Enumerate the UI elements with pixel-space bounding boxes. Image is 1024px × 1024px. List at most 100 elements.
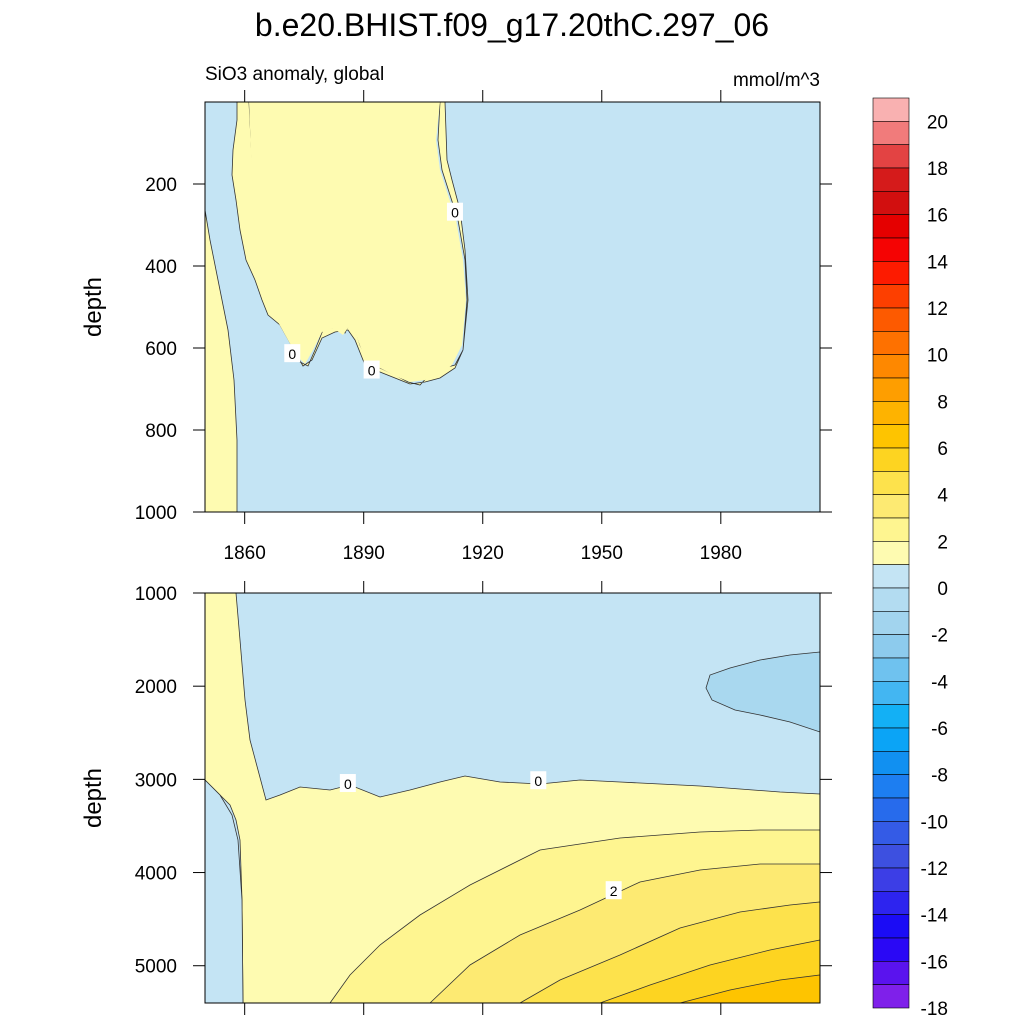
lower-contour-label: 0 bbox=[344, 776, 352, 792]
upper-left-strip bbox=[205, 102, 237, 512]
lower-y-tick-label: 2000 bbox=[135, 677, 177, 698]
colorbar-label: -12 bbox=[921, 859, 948, 880]
colorbar-swatch bbox=[872, 237, 910, 262]
lower-contour-label: 0 bbox=[534, 773, 542, 789]
colorbar-swatch bbox=[872, 517, 910, 542]
lower-y-tick-label: 4000 bbox=[135, 864, 177, 885]
colorbar-swatch bbox=[872, 494, 910, 519]
upper-y-tick-label: 200 bbox=[145, 175, 177, 196]
lower-contour-label: 2 bbox=[610, 883, 618, 899]
colorbar-swatch bbox=[872, 681, 910, 705]
colorbar-swatch bbox=[872, 587, 910, 612]
colorbar-swatch bbox=[872, 937, 910, 962]
upper-contour-label: 0 bbox=[288, 346, 296, 362]
upper-x-tick-label: 1890 bbox=[343, 543, 385, 564]
colorbar-label: 14 bbox=[927, 252, 949, 273]
colorbar-swatch bbox=[872, 611, 910, 635]
colorbar-swatch bbox=[872, 541, 910, 565]
colorbar-label: 10 bbox=[927, 346, 948, 367]
colorbar-swatch bbox=[872, 751, 910, 775]
lower-y-tick-label: 1000 bbox=[135, 584, 177, 605]
lower-y-tick-labels: 1000 2000 3000 4000 5000 bbox=[135, 584, 177, 978]
colorbar bbox=[872, 97, 910, 1009]
colorbar-label: -2 bbox=[931, 626, 948, 647]
colorbar-swatch bbox=[872, 354, 910, 379]
colorbar-swatch bbox=[872, 447, 910, 472]
colorbar-swatch bbox=[872, 214, 910, 239]
colorbar-swatch bbox=[872, 261, 910, 285]
lower-contour-labels: 0 0 2 bbox=[339, 771, 622, 900]
upper-panel: 0 0 0 200 400 600 800 1000 1860 1890 1920 1950 198… bbox=[80, 90, 832, 564]
upper-positive-core bbox=[249, 102, 466, 382]
colorbar-swatch bbox=[872, 984, 910, 1009]
colorbar-labels: 20181614121086420-2-4-6-8-10-12-14-16-18… bbox=[921, 112, 949, 1020]
figure-title: b.e20.BHIST.f09_g17.20thC.297_06 bbox=[255, 7, 769, 43]
colorbar-label: 16 bbox=[927, 206, 948, 227]
colorbar-label: -4 bbox=[931, 672, 948, 693]
lower-negative-patch bbox=[705, 651, 821, 733]
colorbar-label: -10 bbox=[921, 812, 948, 833]
colorbar-swatch bbox=[872, 97, 910, 122]
upper-x-tick-labels: 1860 1890 1920 1950 1980 bbox=[224, 543, 742, 564]
colorbar-swatch bbox=[872, 331, 910, 355]
upper-contour-labels: 0 0 0 bbox=[284, 202, 463, 379]
upper-y-tick-labels: 200 400 600 800 1000 bbox=[135, 175, 177, 524]
units-label: mmol/m^3 bbox=[733, 70, 820, 91]
upper-axis-ticks bbox=[193, 90, 832, 524]
upper-contour-label: 0 bbox=[368, 363, 376, 379]
upper-y-tick-label: 1000 bbox=[135, 503, 177, 524]
upper-y-tick-label: 600 bbox=[145, 339, 177, 360]
colorbar-swatch bbox=[872, 144, 910, 169]
colorbar-swatch bbox=[872, 704, 910, 729]
colorbar-label: 2 bbox=[937, 532, 948, 553]
colorbar-swatch bbox=[872, 797, 910, 822]
colorbar-swatch bbox=[872, 727, 910, 752]
colorbar-label: -8 bbox=[931, 766, 948, 787]
upper-y-tick-label: 400 bbox=[145, 257, 177, 278]
colorbar-swatch bbox=[872, 121, 910, 145]
colorbar-swatch bbox=[872, 821, 910, 845]
colorbar-swatch bbox=[872, 774, 910, 799]
lower-contour-label-bg bbox=[530, 771, 547, 790]
colorbar-swatch bbox=[872, 401, 910, 425]
colorbar-label: 6 bbox=[937, 439, 948, 460]
upper-x-tick-label: 1980 bbox=[700, 543, 742, 564]
colorbar-label: 12 bbox=[927, 299, 948, 320]
upper-contour-label: 0 bbox=[451, 205, 459, 221]
lower-contour-label-bg bbox=[605, 881, 622, 900]
colorbar-label: 4 bbox=[937, 486, 948, 507]
colorbar-swatch bbox=[872, 961, 910, 985]
colorbar-label: 0 bbox=[937, 579, 948, 600]
upper-contour-label-bg bbox=[284, 344, 301, 363]
colorbar-label: -14 bbox=[921, 906, 949, 927]
lower-y-tick-label: 3000 bbox=[135, 770, 177, 791]
colorbar-swatch bbox=[872, 844, 910, 869]
colorbar-swatch bbox=[872, 284, 910, 309]
colorbar-swatch bbox=[872, 307, 910, 332]
colorbar-swatch bbox=[872, 377, 910, 402]
upper-y-axis-label: depth bbox=[80, 277, 107, 337]
colorbar-swatch bbox=[872, 867, 910, 892]
colorbar-label: -6 bbox=[931, 719, 948, 740]
colorbar-swatch bbox=[872, 564, 910, 589]
colorbar-swatch bbox=[872, 424, 910, 449]
upper-x-tick-label: 1920 bbox=[462, 543, 504, 564]
colorbar-swatch bbox=[872, 914, 910, 939]
lower-panel: 0 0 2 1000 2000 3000 4000 5000 depth bbox=[80, 581, 832, 1015]
colorbar-label: -18 bbox=[921, 999, 948, 1020]
upper-left-contour bbox=[204, 209, 238, 512]
colorbar-swatch bbox=[872, 191, 910, 215]
colorbar-label: 18 bbox=[927, 159, 948, 180]
lower-plot-frame bbox=[204, 592, 821, 1004]
lower-axis-ticks bbox=[193, 581, 832, 1015]
panel-subtitle: SiO3 anomaly, global bbox=[205, 64, 384, 85]
upper-plot-frame bbox=[204, 101, 821, 513]
colorbar-label: 20 bbox=[927, 112, 948, 133]
upper-left-blue-inset bbox=[205, 102, 232, 210]
upper-x-tick-label: 1950 bbox=[581, 543, 623, 564]
colorbar-swatch bbox=[872, 167, 910, 192]
upper-contour-label-bg bbox=[363, 360, 380, 379]
upper-y-tick-label: 800 bbox=[145, 421, 177, 442]
colorbar-label: 8 bbox=[937, 392, 948, 413]
